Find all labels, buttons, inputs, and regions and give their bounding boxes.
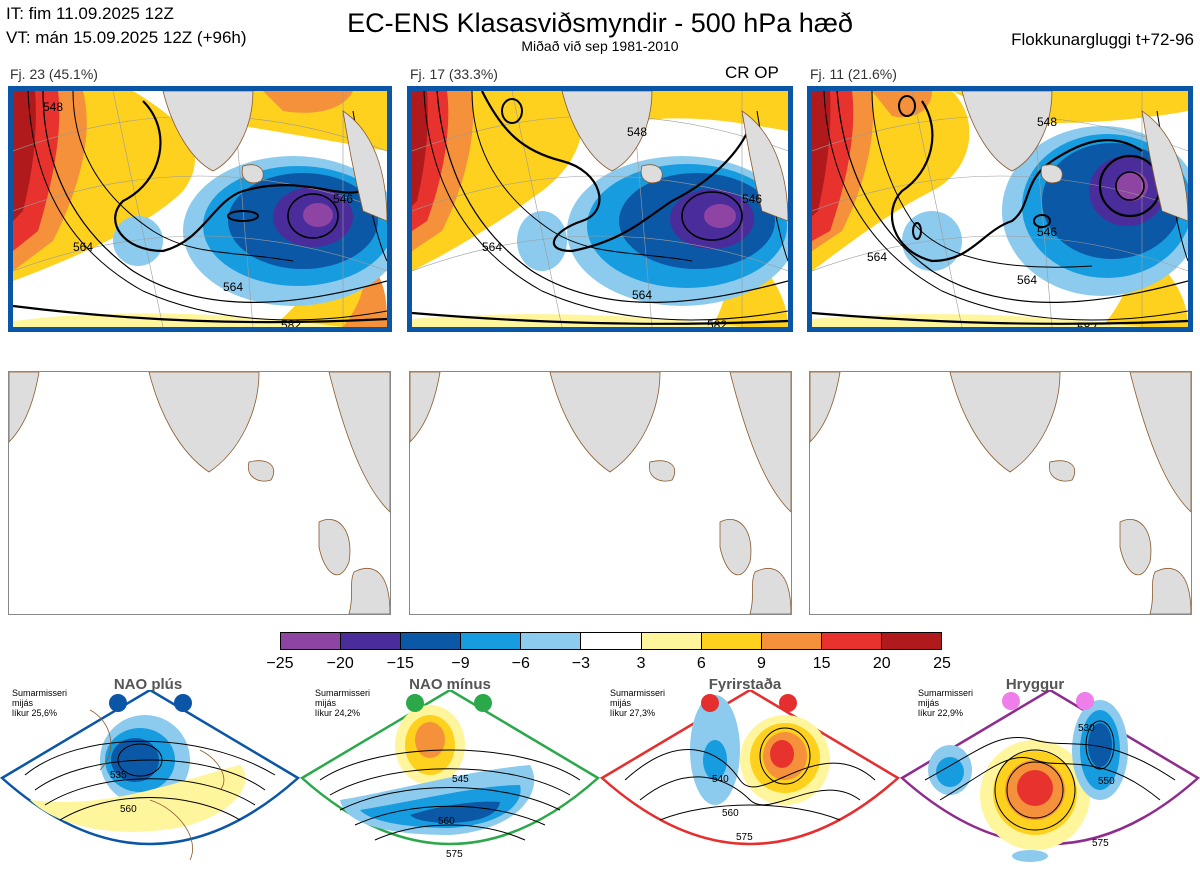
chart-title: EC-ENS Klasasviðsmyndir - 500 hPa hæð [347,8,853,38]
nao-plus-dot-left [109,694,127,712]
cluster-1-contour-548: 548 [43,100,63,114]
ridge-contour-530: 530 [1078,723,1095,734]
cluster-3-contour-564: 564 [1017,273,1037,287]
cluster-2-contour-564b: 564 [482,240,502,254]
cluster-1-contour-564: 564 [223,280,243,294]
colorbar-tick-label: 20 [872,655,891,672]
regime-fans: 535 560 545 560 575 540 560 575 530 550 … [0,690,1200,862]
cluster-3-map: 548 546 564 564 582 [807,86,1193,332]
regime-ridge-info: Sumarmisseri mijás líkur 22,9% [918,688,974,718]
cluster-2-map: 548 546 564 564 582 [407,86,793,332]
regime-blocking-title: Fyrirstaða [708,676,782,693]
regime-nao-minus-info: Sumarmisseri mijás líkur 24,2% [315,688,371,718]
valid-time: VT: mán 15.09.2025 12Z (+96h) [6,28,247,47]
cr-op-label: CR OP [725,63,779,82]
regime-nao-plus-title: NAO plús [113,676,183,693]
regime-nao-plus-info: Sumarmisseri mijás líkur 25,6% [12,688,68,718]
blocking-contour-575: 575 [736,832,753,843]
cluster-3-contour-582: 582 [1077,320,1097,327]
colorbar-tick-label: 9 [757,655,766,672]
regime-ridge-fan [899,690,1200,862]
cluster-2-label: Fj. 17 (33.3%) [410,66,498,82]
colorbar-tick-label: −9 [451,655,470,672]
chart-subtitle: Miðað við sep 1981-2010 [521,38,679,54]
nao-minus-dot-left [406,694,424,712]
basemap-2 [409,371,792,615]
colorbar-segment [821,633,882,649]
colorbar-segment [581,633,642,649]
colorbar-segment [521,633,582,649]
cluster-1-label: Fj. 23 (45.1%) [10,66,98,82]
cluster-2-contour-548: 548 [627,125,647,139]
ridge-dot-left [1002,692,1020,710]
nao-minus-contour-545: 545 [452,774,469,785]
colorbar-tick-label: −6 [511,655,530,672]
basemap-1 [8,371,391,615]
cluster-1-map: 548 546 564 582 564 [8,86,392,332]
blocking-contour-560: 560 [722,808,739,819]
ridge-dot-right [1076,692,1094,710]
nao-minus-contour-575: 575 [446,849,463,860]
cluster-1-contour-582: 582 [281,318,301,327]
initial-time: IT: fim 11.09.2025 12Z [6,4,174,23]
ridge-contour-575: 575 [1092,838,1109,849]
colorbar-segment [461,633,522,649]
blocking-dot-left [701,694,719,712]
classification-window: Flokkunargluggi t+72-96 [1011,30,1194,49]
colorbar-segment [701,633,762,649]
colorbar-segment [281,633,342,649]
colorbar-tick-label: −20 [326,655,354,672]
colorbar-tick-label: 15 [812,655,831,672]
cluster-3-contour-548: 548 [1037,115,1057,129]
colorbar-segment [761,633,822,649]
ridge-contour-550: 550 [1098,776,1115,787]
cluster-1-contour-546: 546 [333,192,353,206]
regime-blocking-info: Sumarmisseri mijás líkur 27,3% [610,688,666,718]
nao-minus-contour-560: 560 [438,816,455,827]
colorbar-segment [341,633,402,649]
colorbar-tick-label: −25 [266,655,294,672]
cluster-2-contour-546: 546 [742,192,762,206]
colorbar-tick-label: −3 [571,655,591,672]
cluster-3-label: Fj. 11 (21.6%) [810,66,897,82]
colorbar-segment [641,633,702,649]
colorbar-tick-label: 6 [696,655,706,672]
cluster-3-contour-546: 546 [1037,225,1057,239]
blocking-contour-540: 540 [712,774,729,785]
anomaly-colorbar [280,632,942,650]
nao-plus-contour-560: 560 [120,804,137,815]
cluster-2-contour-564: 564 [632,288,652,302]
cluster-1-contour-564b: 564 [73,240,93,254]
regime-blocking-fan [599,690,901,846]
basemap-3 [809,371,1192,615]
nao-plus-contour-535: 535 [110,770,127,781]
cluster-2-contour-582: 582 [707,318,727,327]
nao-plus-dot-right [174,694,192,712]
colorbar-tick-label: −15 [386,655,414,672]
colorbar-tick-label: 3 [636,655,646,672]
regime-nao-plus-fan [0,690,301,861]
regime-nao-minus-title: NAO mínus [409,676,491,693]
cluster-3-contour-564b: 564 [867,250,887,264]
nao-minus-dot-right [474,694,492,712]
colorbar-segment [881,633,942,649]
blocking-dot-right [779,694,797,712]
colorbar-segment [401,633,462,649]
regime-ridge-title: Hryggur [1005,676,1065,693]
colorbar-tick-label: 25 [933,655,951,672]
regime-nao-minus-fan [299,690,601,846]
